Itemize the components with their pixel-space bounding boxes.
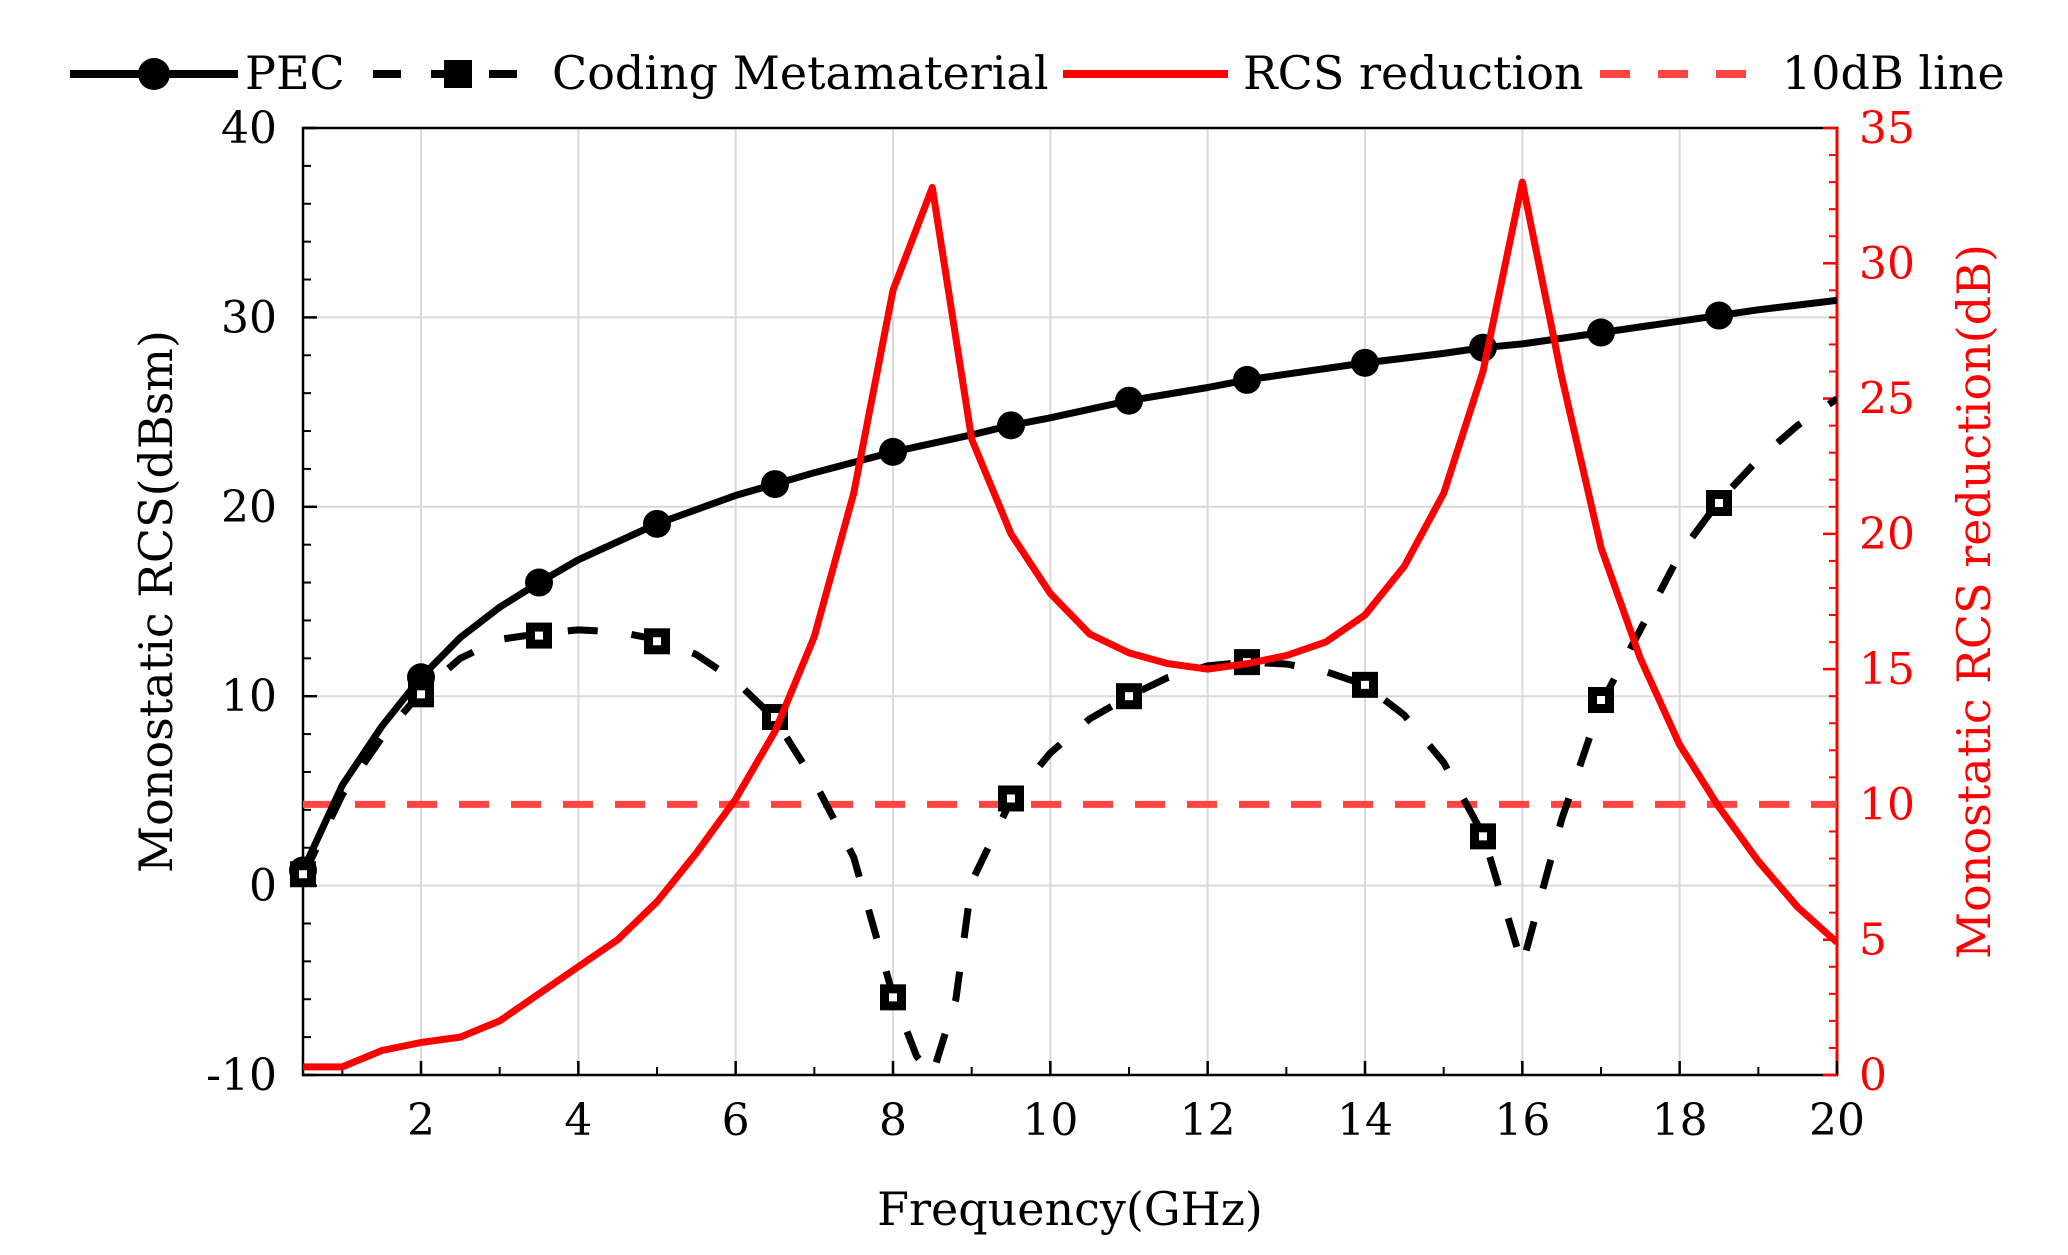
- coding-marker-center: [1479, 832, 1487, 841]
- y-axis-left-label: Monostatic RCS(dBsm): [129, 330, 183, 873]
- coding-marker-center: [1007, 794, 1015, 803]
- y-right-tick-label: 30: [1859, 238, 1915, 289]
- x-tick-label: 14: [1337, 1095, 1393, 1146]
- pec-marker: [643, 509, 671, 538]
- x-tick-label: 2: [407, 1095, 435, 1146]
- legend-marker-coding-metamaterial: [444, 60, 472, 88]
- legend-label-rcs-reduction: RCS reduction: [1243, 46, 1584, 100]
- pec-marker: [1233, 365, 1261, 394]
- tick-labels: 2 4 6 8 10 12 14 16 18 20 -10 0 10 20 30 40 0 5 10 15 20 25 30…: [206, 103, 1915, 1146]
- coding-marker-center: [1597, 695, 1605, 704]
- y-right-tick-label: 5: [1859, 915, 1887, 966]
- y-left-tick-label: 20: [221, 482, 277, 533]
- y-left-tick-label: 30: [221, 292, 277, 343]
- x-tick-label: 12: [1180, 1095, 1236, 1146]
- series-line-coding-metamaterial: [303, 395, 1837, 1079]
- coding-marker-center: [1361, 680, 1369, 689]
- grid: [303, 128, 1837, 1075]
- coding-marker-center: [889, 993, 897, 1002]
- pec-marker: [879, 437, 907, 466]
- x-tick-label: 18: [1652, 1095, 1708, 1146]
- series-line-rcs-reduction: [303, 178, 1837, 1071]
- x-axis-label: Frequency(GHz): [877, 1182, 1263, 1236]
- coding-marker-center: [653, 637, 661, 646]
- legend-marker-pec: [138, 58, 170, 90]
- legend: PEC Coding Metamaterial RCS reduction 10…: [70, 46, 2005, 100]
- y-axis-right-label: Monostatic RCS reduction(dB): [1947, 244, 2001, 959]
- pec-marker: [1587, 318, 1615, 347]
- legend-label-pec: PEC: [245, 46, 345, 100]
- y-right-tick-label: 20: [1859, 509, 1915, 560]
- legend-item-rcs-reduction: RCS reduction: [1063, 46, 1584, 100]
- coding-marker-center: [1715, 499, 1723, 508]
- x-tick-label: 6: [722, 1095, 750, 1146]
- coding-marker-center: [417, 690, 425, 699]
- ticks: [303, 126, 1839, 1077]
- pec-marker: [1351, 348, 1379, 377]
- legend-item-coding-metamaterial: Coding Metamaterial: [373, 46, 1049, 100]
- y-left-tick-label: 40: [221, 103, 277, 154]
- x-tick-label: 8: [879, 1095, 907, 1146]
- coding-marker-center: [535, 631, 543, 640]
- pec-marker: [761, 470, 789, 499]
- pec-marker: [1115, 386, 1143, 415]
- x-tick-label: 16: [1494, 1095, 1550, 1146]
- coding-marker-center: [771, 713, 779, 722]
- legend-label-10db-line: 10dB line: [1782, 46, 2005, 100]
- y-left-tick-label: 10: [221, 671, 277, 722]
- legend-item-10db-line: 10dB line: [1600, 46, 2005, 100]
- y-left-tick-label: 0: [249, 861, 277, 912]
- series-layer: [289, 178, 1837, 1079]
- coding-marker-center: [1125, 692, 1133, 701]
- legend-label-coding-metamaterial: Coding Metamaterial: [552, 46, 1049, 100]
- pec-marker: [997, 411, 1025, 440]
- y-right-tick-label: 25: [1859, 374, 1915, 425]
- x-tick-label: 10: [1022, 1095, 1078, 1146]
- y-right-tick-label: 15: [1859, 644, 1915, 695]
- pec-marker: [1705, 301, 1733, 330]
- y-left-tick-label: -10: [206, 1050, 277, 1101]
- y-right-tick-label: 0: [1859, 1050, 1887, 1101]
- coding-marker-center: [299, 870, 307, 879]
- y-right-tick-label: 35: [1859, 103, 1915, 154]
- x-tick-label: 20: [1809, 1095, 1865, 1146]
- x-tick-label: 4: [564, 1095, 592, 1146]
- legend-item-pec: PEC: [70, 46, 345, 100]
- y-right-tick-label: 10: [1859, 779, 1915, 830]
- pec-marker: [525, 568, 553, 597]
